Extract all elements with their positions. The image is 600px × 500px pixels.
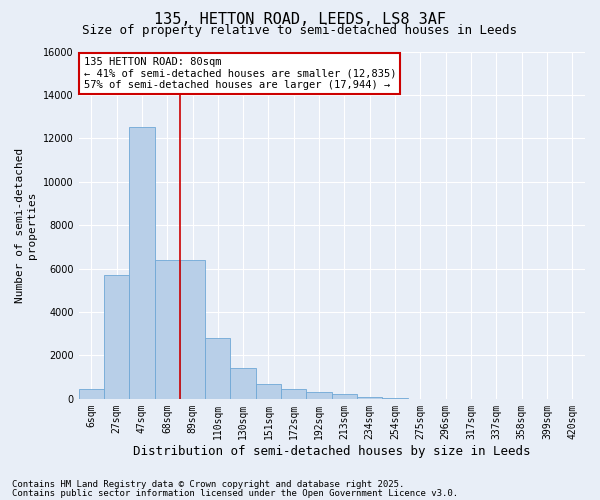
Bar	[230, 368, 256, 399]
Text: 135 HETTON ROAD: 80sqm
← 41% of semi-detached houses are smaller (12,835)
57% of: 135 HETTON ROAD: 80sqm ← 41% of semi-det…	[83, 56, 396, 90]
Text: Contains public sector information licensed under the Open Government Licence v3: Contains public sector information licen…	[12, 488, 458, 498]
X-axis label: Distribution of semi-detached houses by size in Leeds: Distribution of semi-detached houses by …	[133, 444, 530, 458]
Y-axis label: Number of semi-detached
properties: Number of semi-detached properties	[15, 148, 37, 303]
Bar	[104, 275, 129, 399]
Bar	[332, 394, 357, 399]
Bar	[180, 260, 205, 399]
Bar	[205, 338, 230, 399]
Bar	[281, 389, 307, 399]
Bar	[79, 389, 104, 399]
Bar	[357, 397, 382, 399]
Text: 135, HETTON ROAD, LEEDS, LS8 3AF: 135, HETTON ROAD, LEEDS, LS8 3AF	[154, 12, 446, 28]
Bar	[256, 384, 281, 399]
Bar	[129, 128, 155, 399]
Text: Size of property relative to semi-detached houses in Leeds: Size of property relative to semi-detach…	[83, 24, 517, 37]
Text: Contains HM Land Registry data © Crown copyright and database right 2025.: Contains HM Land Registry data © Crown c…	[12, 480, 404, 489]
Bar	[307, 392, 332, 399]
Bar	[155, 260, 180, 399]
